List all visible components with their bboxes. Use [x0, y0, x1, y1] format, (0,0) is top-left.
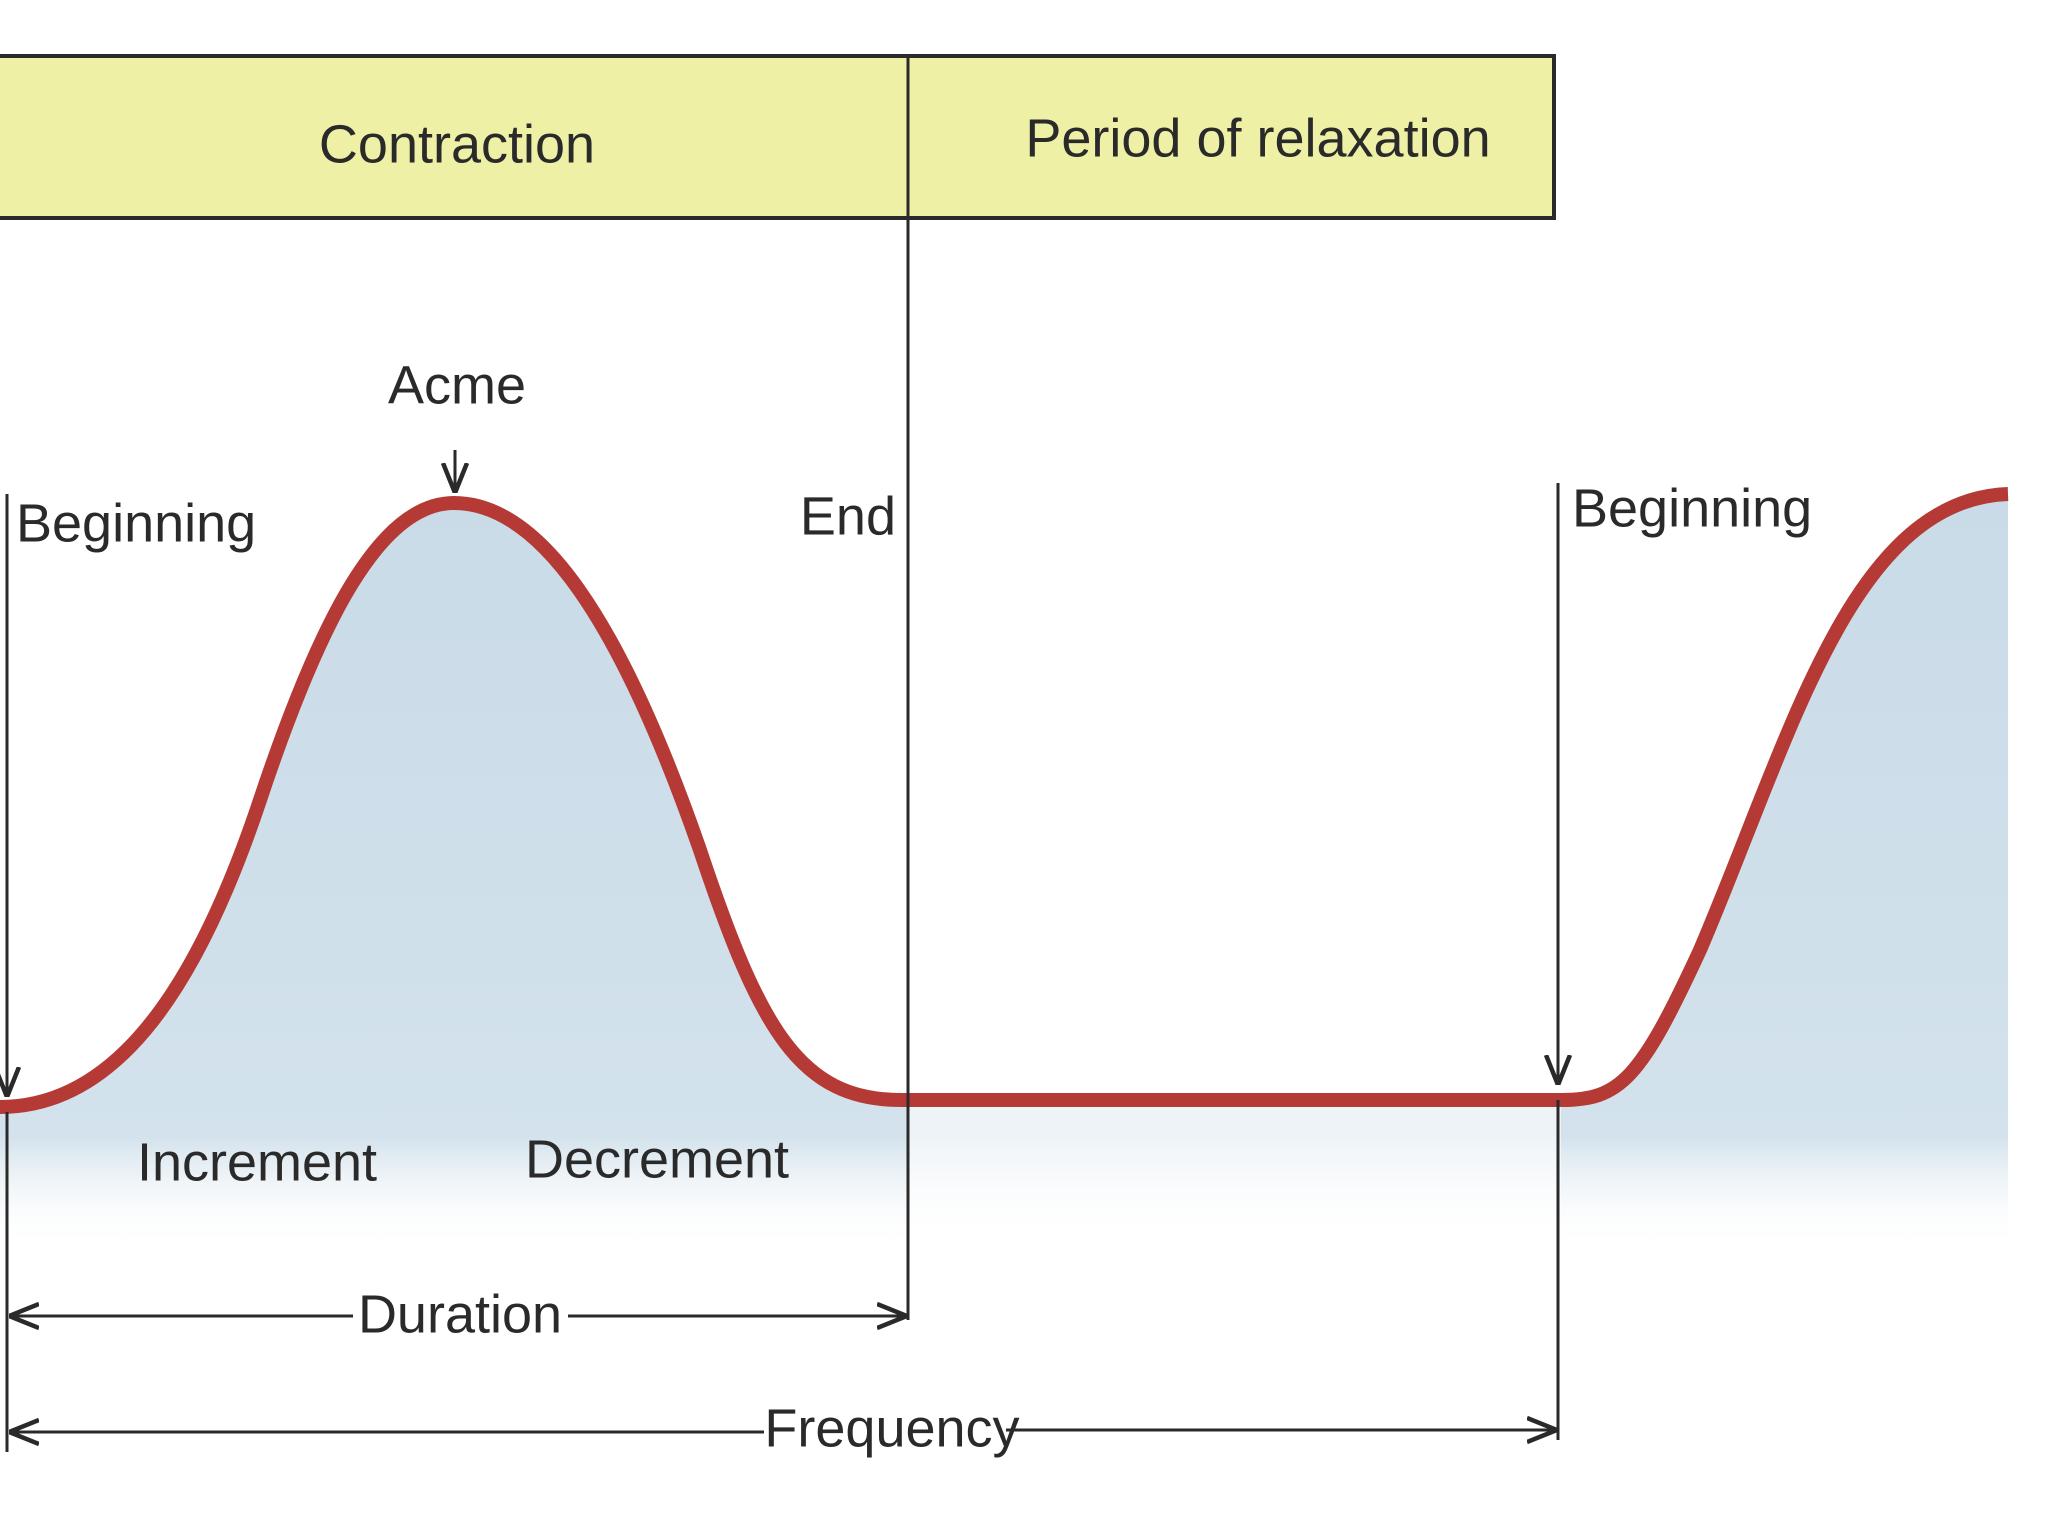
header-bar — [0, 54, 1556, 220]
decrement-label: Decrement — [525, 1129, 789, 1189]
end-label: End — [800, 486, 896, 546]
header-contraction: Contraction — [319, 114, 595, 174]
beginning-label: Beginning — [16, 493, 256, 553]
frequency-label: Frequency — [764, 1398, 1019, 1458]
increment-label: Increment — [137, 1132, 377, 1192]
header-relaxation: Period of relaxation — [1025, 108, 1490, 168]
relaxation-fill — [908, 1100, 1561, 1250]
pressure-curve — [0, 487, 2009, 1114]
acme-label: Acme — [388, 355, 526, 415]
duration-label: Duration — [358, 1284, 562, 1344]
beginning-label: Beginning — [1572, 478, 1812, 538]
curve-fill — [0, 494, 2008, 1250]
